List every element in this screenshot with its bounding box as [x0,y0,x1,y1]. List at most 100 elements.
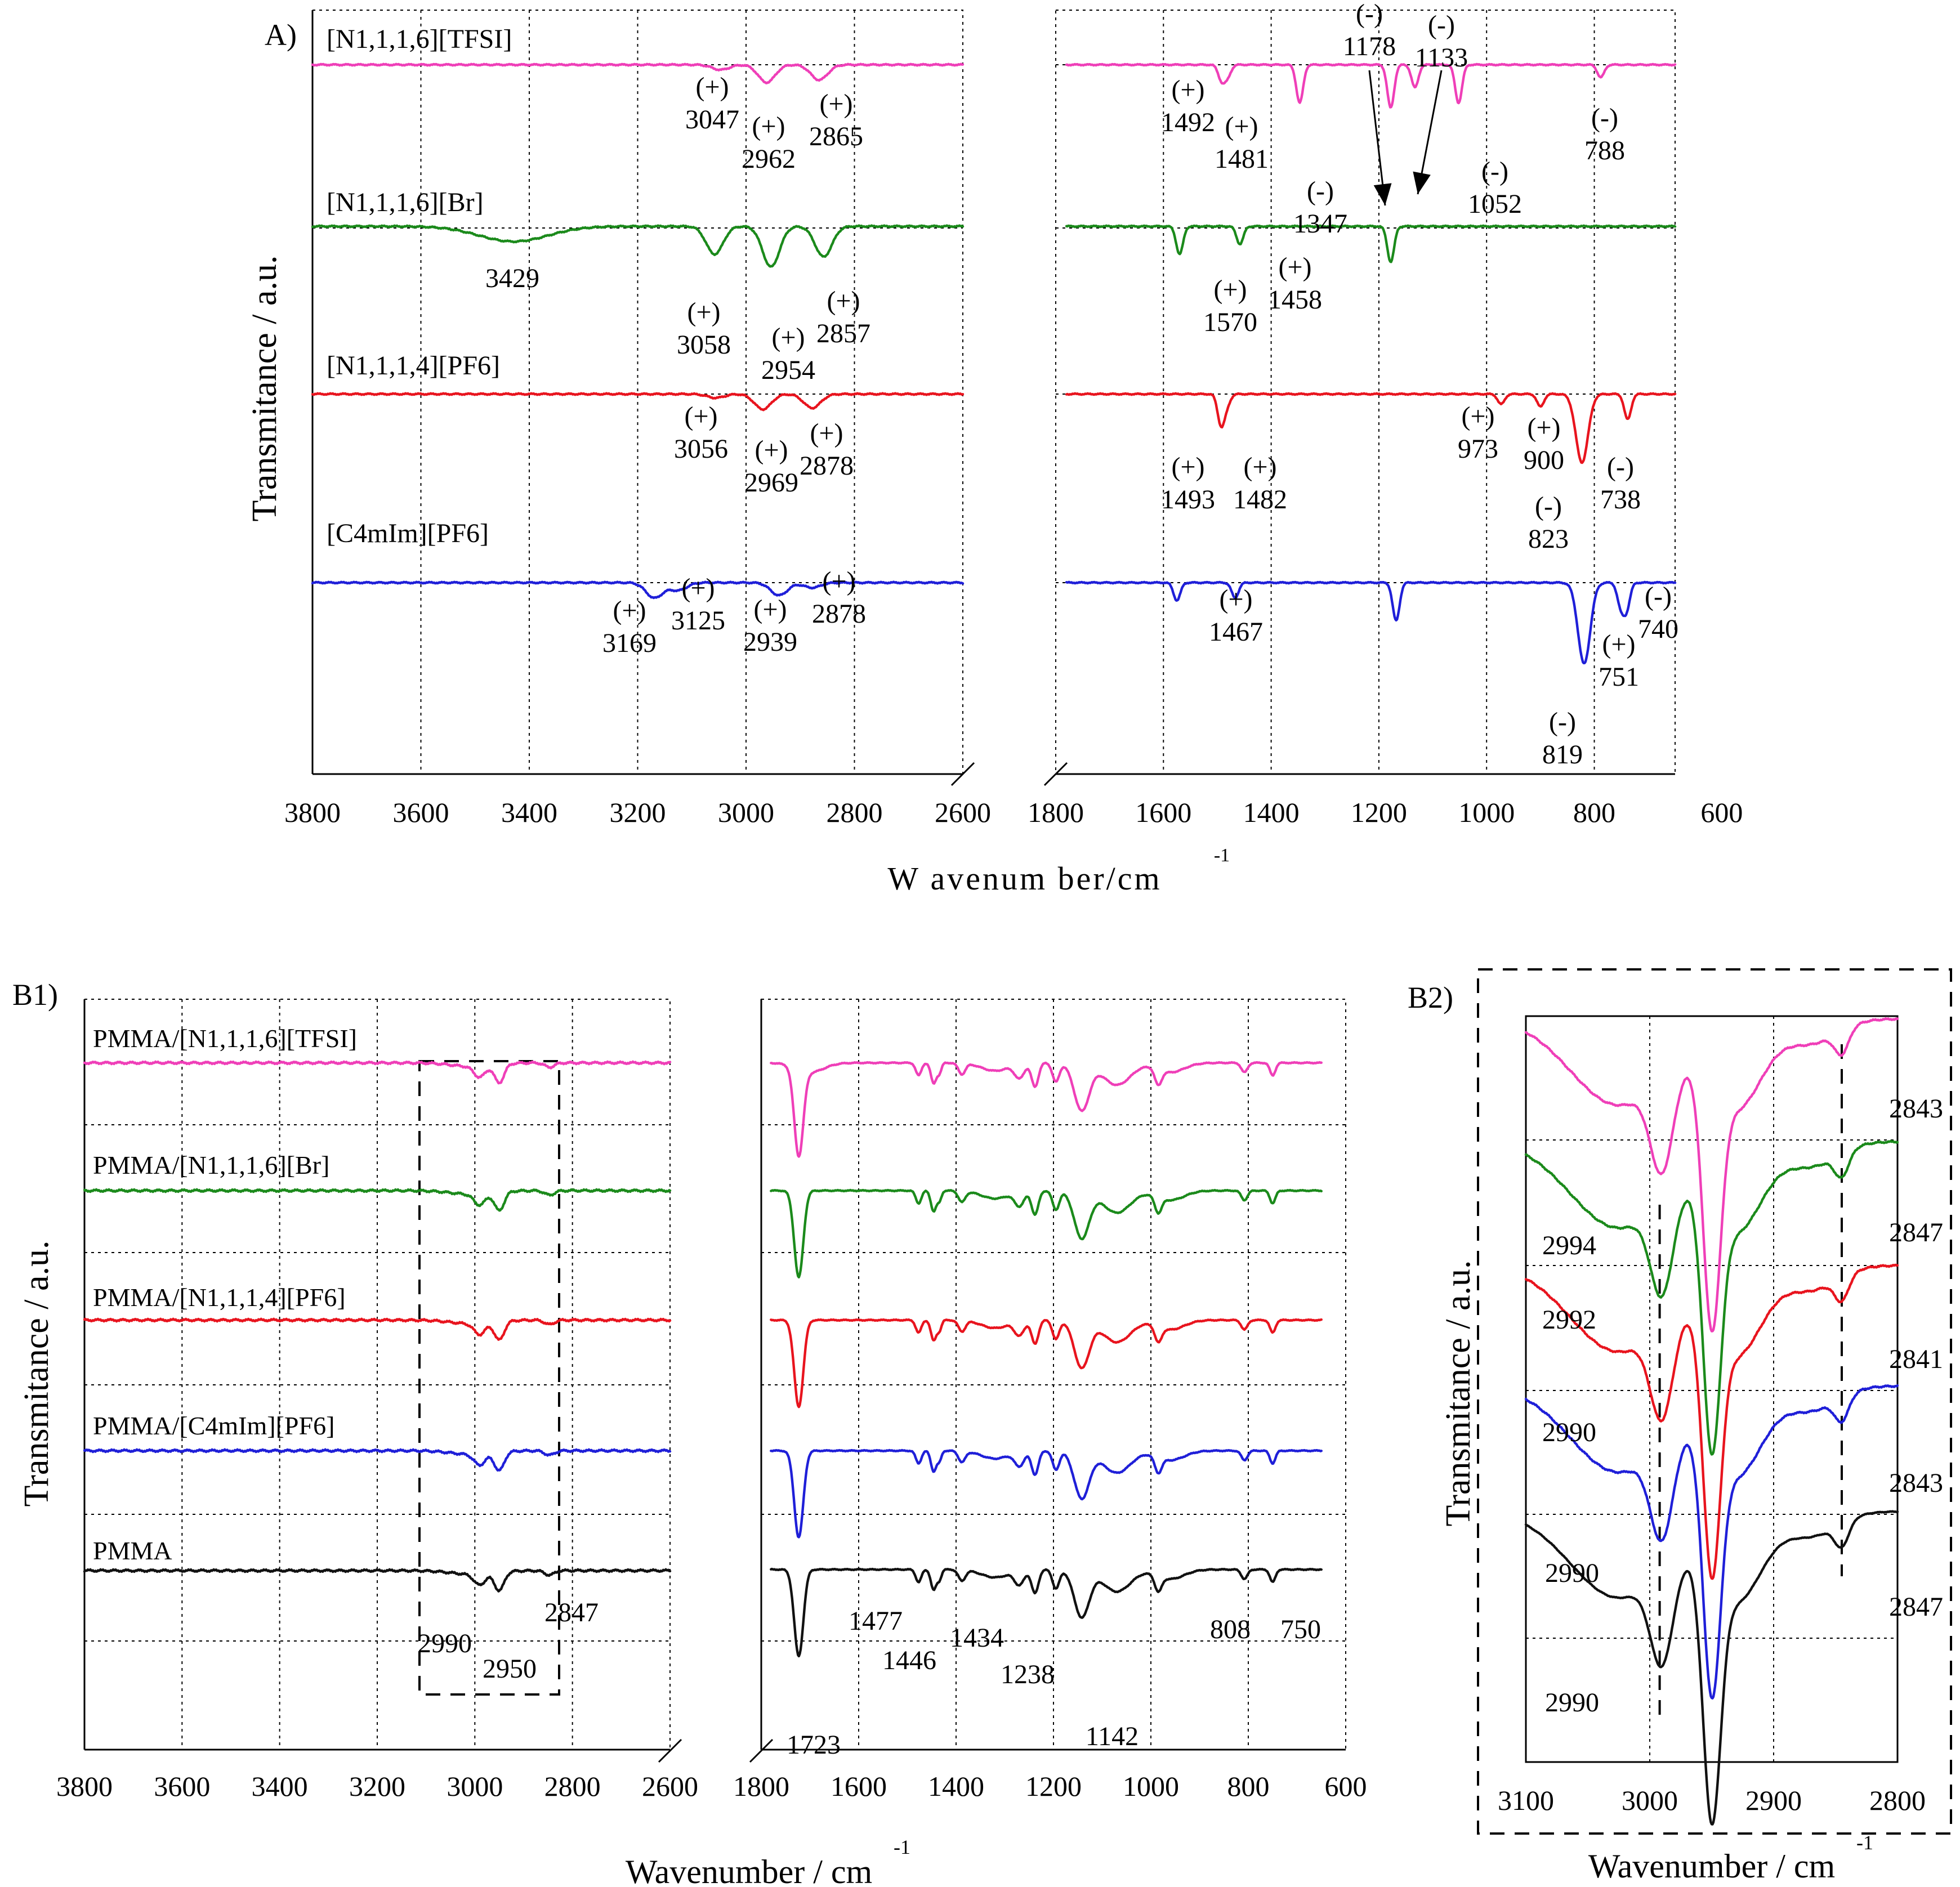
series-label-a-1: [N1,1,1,6][Br] [327,187,484,217]
peak-value-b1: 1434 [950,1623,1004,1653]
peak-sign-a: (+) [1219,584,1252,614]
axis-break-mark [950,762,975,786]
peak-sign-a: (-) [1535,491,1562,521]
peak-value-b2: 2847 [1889,1218,1943,1247]
arrow-1133-head [1413,171,1431,194]
peak-value-a: 2878 [800,451,854,481]
spectrum-b2-4 [1524,1510,1899,1826]
peak-sign-a: (-) [1307,176,1334,206]
x-tick-a: 600 [1700,797,1743,828]
peak-sign-a: (+) [1461,401,1494,431]
peak-value-a: 740 [1638,614,1678,644]
peak-value-b2: 2990 [1545,1558,1599,1588]
peak-value-a: 1492 [1161,108,1215,137]
peak-sign-a: (+) [684,401,717,431]
peak-value-a: 2878 [812,599,866,629]
peak-value-a: 3058 [677,330,731,360]
peak-value-b1: 1477 [849,1606,903,1636]
peak-sign-a: (+) [827,286,860,316]
peak-value-b2: 2990 [1542,1418,1596,1447]
x-axis-label-a-sup: -1 [1214,845,1230,866]
spectrum-b1-right-0 [770,1061,1323,1158]
peak-sign-a: (+) [681,573,715,603]
spectrum-b1-left-1 [83,1188,672,1212]
series-label-a-3: [C4mIm][PF6] [327,518,489,548]
y-axis-label-a: Transmitance / a.u. [245,256,284,522]
spectrum-b1-left-0 [83,1060,672,1085]
peak-sign-a: (-) [1481,156,1508,186]
peak-value-b1: 2990 [418,1629,472,1658]
peak-value-a: 973 [1458,434,1498,464]
spectrum-b2-0 [1524,1017,1899,1332]
series-label-b1-2: PMMA/[N1,1,1,4][PF6] [93,1283,346,1312]
spectrum-a-left-1 [311,224,965,268]
arrow-1178-head [1373,183,1392,205]
peak-value-a: 3047 [685,105,739,135]
x-tick-b1: 3200 [349,1770,405,1802]
peak-value-a: 2954 [761,355,815,385]
peak-sign-a: (+) [1213,275,1247,305]
peak-value-b1: 1238 [1001,1660,1055,1689]
peak-sign-a: (+) [1225,111,1258,141]
x-tick-a: 3200 [610,797,666,828]
peak-value-a: 1052 [1468,189,1522,219]
peak-value-b2: 2843 [1889,1468,1943,1498]
peak-value-a: 900 [1524,445,1564,475]
peak-value-a: 1467 [1209,617,1263,647]
series-label-b1-4: PMMA [93,1536,172,1565]
x-tick-b1: 2800 [544,1770,601,1802]
peak-value-a: 738 [1600,485,1641,515]
x-tick-a: 1200 [1351,797,1407,828]
panel-label-b1: B1) [12,978,58,1012]
peak-value-a: 1347 [1293,209,1347,239]
peak-sign-a: (+) [819,89,852,119]
x-tick-a: 1000 [1458,797,1515,828]
peak-value-a: 1458 [1268,285,1322,315]
x-tick-a: 3000 [718,797,774,828]
peak-value-a: 2865 [809,122,863,151]
peak-value-b2: 2841 [1889,1344,1943,1374]
x-tick-b1: 1800 [733,1770,789,1802]
x-tick-b1: 1200 [1025,1770,1082,1802]
peak-value-a: 3125 [671,606,725,636]
peak-sign-a: (+) [1243,452,1276,482]
series-label-b1-0: PMMA/[N1,1,1,6][TFSI] [93,1024,357,1053]
peak-value-b1: 1142 [1086,1721,1139,1751]
peak-sign-a: (+) [613,596,646,625]
peak-sign-a: (+) [822,566,855,596]
panel-b1-left-frame [84,999,671,1750]
highlight-box-b1 [418,1060,560,1696]
peak-sign-a: (+) [1171,452,1204,482]
x-tick-b1: 2600 [642,1770,698,1802]
panel-b1-right-frame [761,999,1346,1750]
x-axis-label-b1-sup: -1 [894,1836,910,1858]
panel-a-frame-1 [1055,10,1676,775]
peak-value-a: 1570 [1203,307,1257,337]
peak-sign-a: (-) [1428,10,1455,40]
series-label-a-0: [N1,1,1,6][TFSI] [327,24,512,54]
spectrum-a-right-1 [1065,224,1677,263]
peak-value-b1: 750 [1280,1615,1321,1644]
x-tick-a: 800 [1573,797,1615,828]
x-tick-b1: 1600 [831,1770,887,1802]
x-axis-label-b2: Wavenumber / cm [1588,1848,1835,1885]
peak-sign-a: (+) [753,594,787,624]
peak-value-b2: 2994 [1542,1231,1596,1260]
spectrum-b1-left-4 [83,1568,672,1593]
peak-value-a: 1133 [1415,43,1468,73]
x-axis-label-b1: Wavenumber / cm [626,1853,872,1887]
spectrum-b2-2 [1524,1263,1899,1580]
peak-value-a: 819 [1542,740,1583,770]
peak-value-a: 2969 [744,468,798,498]
peak-value-b2: 2843 [1889,1094,1943,1124]
peak-value-a: 2962 [742,144,796,174]
peak-value-b2: 2990 [1545,1688,1599,1718]
peak-value-b1: 1723 [787,1730,841,1760]
spectrum-a-right-0 [1065,62,1677,109]
y-axis-label-b2: Transmitance / a.u. [1439,1260,1477,1527]
peak-sign-a: (+) [1171,75,1204,105]
peak-sign-a: (-) [1607,452,1634,482]
spectrum-b2-1 [1524,1139,1899,1456]
x-axis-label-a: W avenum ber/cm [887,860,1162,897]
